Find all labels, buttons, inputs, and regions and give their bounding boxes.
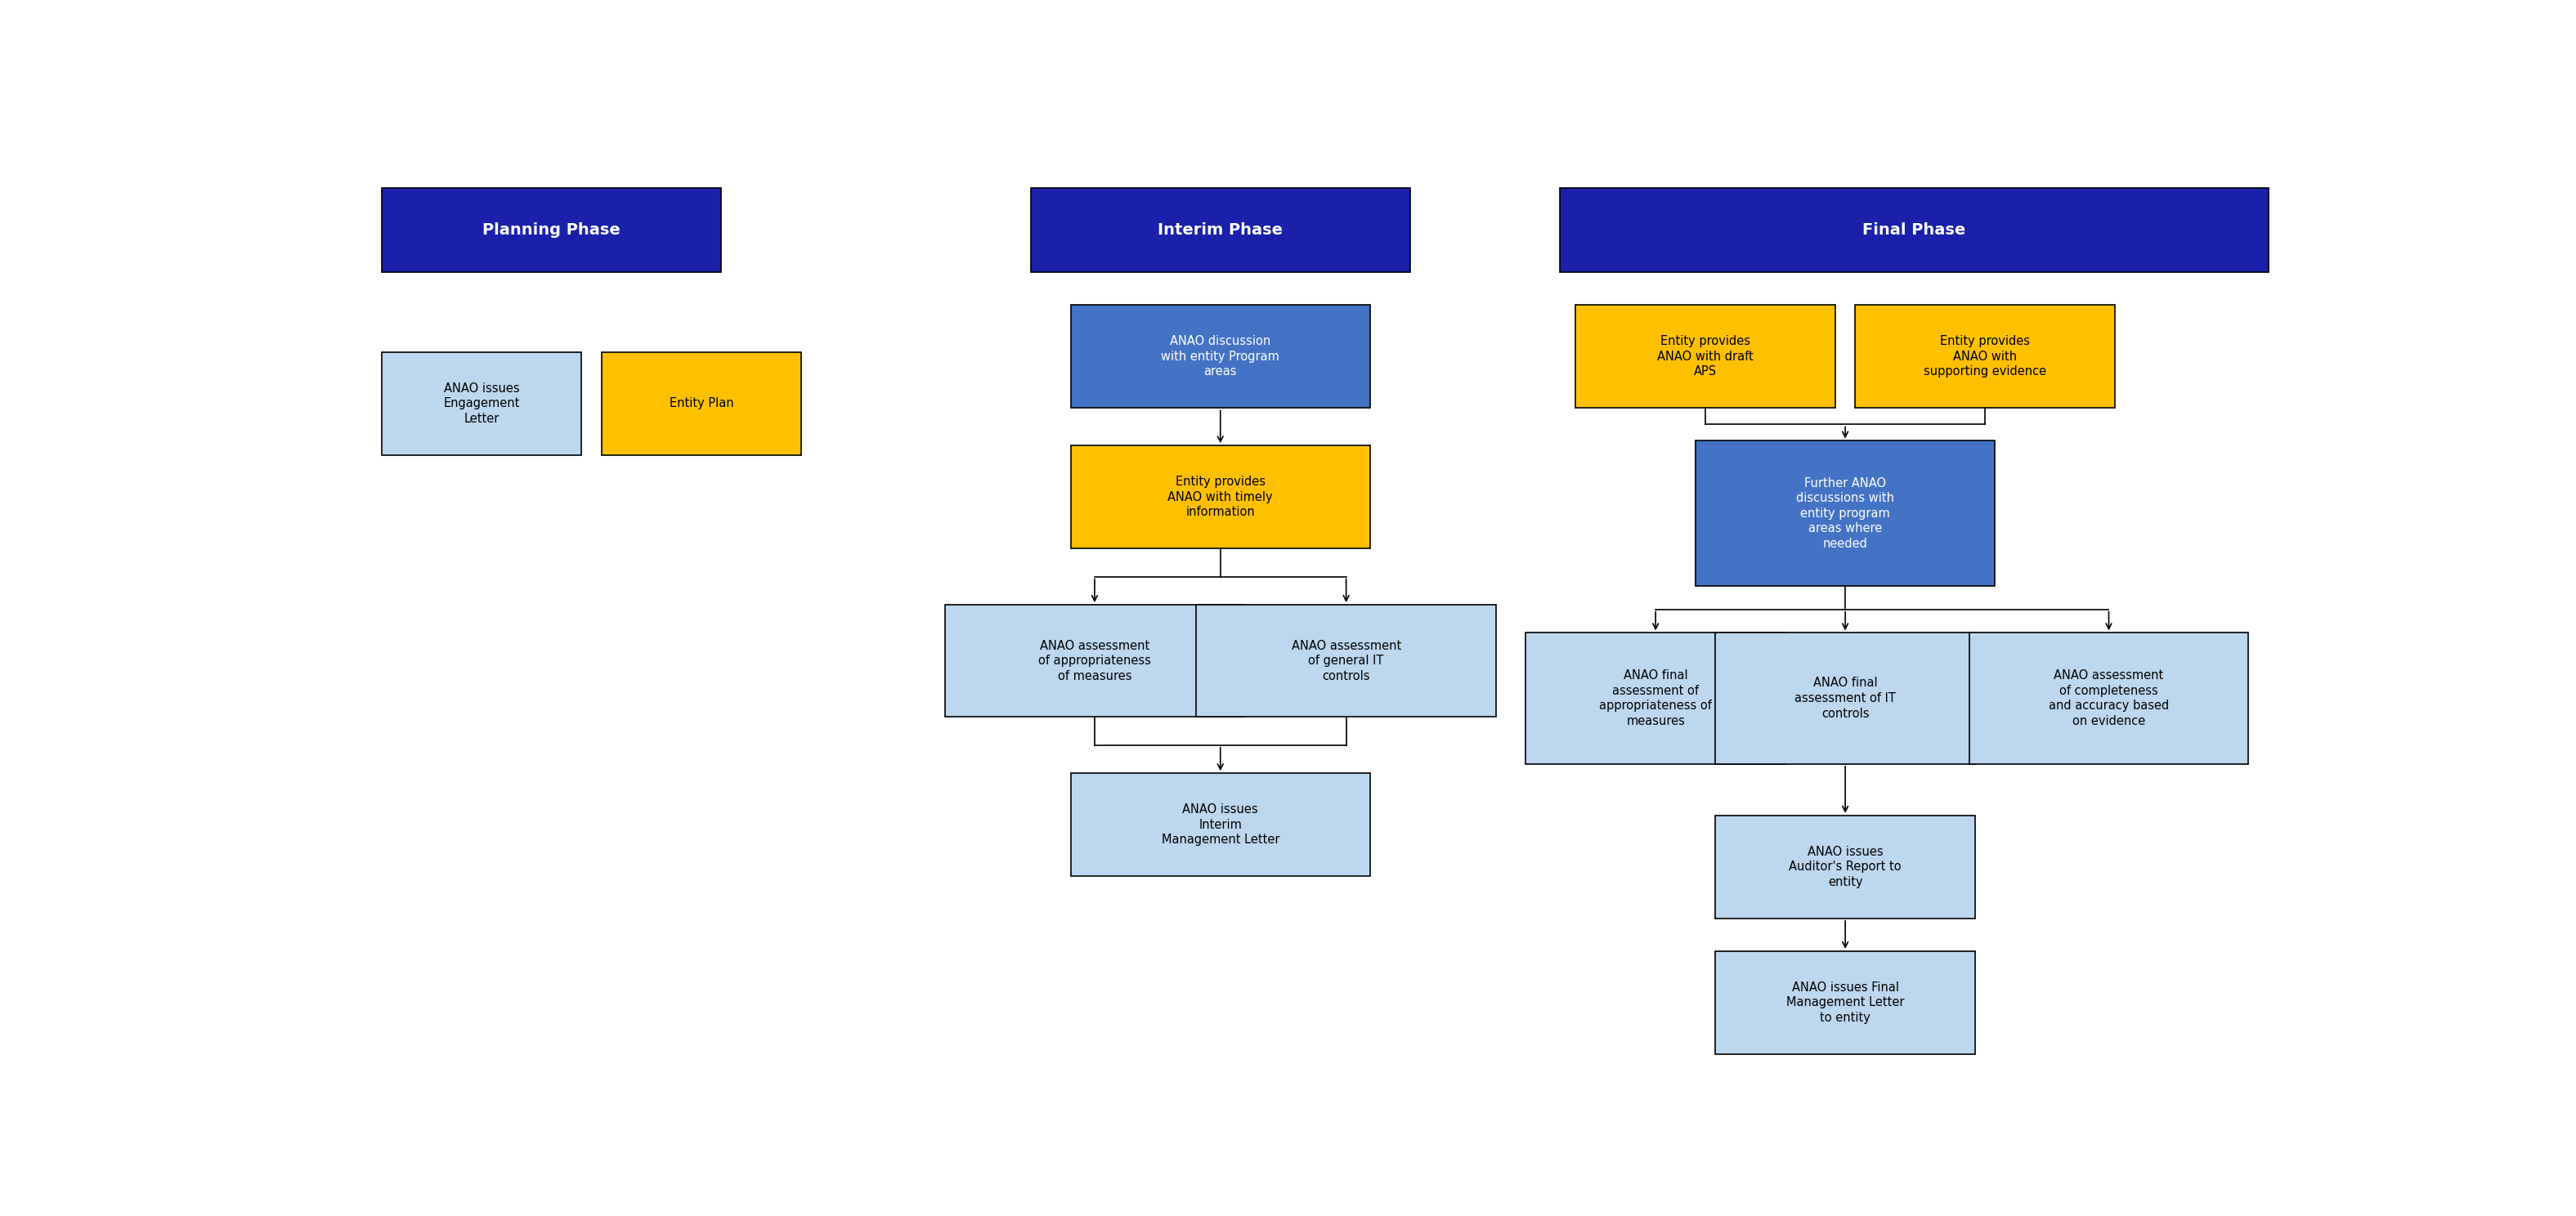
- Text: Entity provides
ANAO with timely
information: Entity provides ANAO with timely informa…: [1167, 475, 1273, 518]
- Text: ANAO assessment
of general IT
controls: ANAO assessment of general IT controls: [1291, 640, 1401, 682]
- Text: ANAO final
assessment of
appropriateness of
measures: ANAO final assessment of appropriateness…: [1600, 670, 1713, 727]
- Text: Entity provides
ANAO with draft
APS: Entity provides ANAO with draft APS: [1656, 336, 1754, 378]
- FancyBboxPatch shape: [1072, 445, 1370, 548]
- FancyBboxPatch shape: [1968, 632, 2249, 764]
- FancyBboxPatch shape: [1577, 305, 1834, 409]
- FancyBboxPatch shape: [1855, 305, 2115, 409]
- Text: ANAO final
assessment of IT
controls: ANAO final assessment of IT controls: [1795, 677, 1896, 720]
- Text: Entity Plan: Entity Plan: [670, 398, 734, 410]
- Text: Final Phase: Final Phase: [1862, 223, 1965, 238]
- Text: Further ANAO
discussions with
entity program
areas where
needed: Further ANAO discussions with entity pro…: [1795, 477, 1893, 550]
- FancyBboxPatch shape: [600, 351, 801, 455]
- Text: Planning Phase: Planning Phase: [482, 223, 621, 238]
- FancyBboxPatch shape: [381, 351, 582, 455]
- Text: ANAO discussion
with entity Program
areas: ANAO discussion with entity Program area…: [1162, 336, 1280, 378]
- FancyBboxPatch shape: [1525, 632, 1785, 764]
- Text: ANAO issues
Interim
Management Letter: ANAO issues Interim Management Letter: [1162, 804, 1280, 846]
- FancyBboxPatch shape: [1695, 441, 1994, 586]
- FancyBboxPatch shape: [381, 188, 721, 272]
- Text: ANAO issues Final
Management Letter
to entity: ANAO issues Final Management Letter to e…: [1785, 981, 1904, 1024]
- Text: Interim Phase: Interim Phase: [1157, 223, 1283, 238]
- Text: ANAO assessment
of completeness
and accuracy based
on evidence: ANAO assessment of completeness and accu…: [2048, 670, 2169, 727]
- FancyBboxPatch shape: [1072, 773, 1370, 877]
- FancyBboxPatch shape: [1558, 188, 2269, 272]
- FancyBboxPatch shape: [1195, 604, 1497, 717]
- Text: Entity provides
ANAO with
supporting evidence: Entity provides ANAO with supporting evi…: [1924, 336, 2045, 378]
- FancyBboxPatch shape: [1716, 816, 1976, 918]
- FancyBboxPatch shape: [1716, 632, 1976, 764]
- Text: ANAO assessment
of appropriateness
of measures: ANAO assessment of appropriateness of me…: [1038, 640, 1151, 682]
- Text: ANAO issues
Engagement
Letter: ANAO issues Engagement Letter: [443, 382, 520, 424]
- FancyBboxPatch shape: [1716, 951, 1976, 1054]
- FancyBboxPatch shape: [945, 604, 1244, 717]
- Text: ANAO issues
Auditor's Report to
entity: ANAO issues Auditor's Report to entity: [1788, 845, 1901, 888]
- FancyBboxPatch shape: [1072, 305, 1370, 409]
- FancyBboxPatch shape: [1030, 188, 1409, 272]
